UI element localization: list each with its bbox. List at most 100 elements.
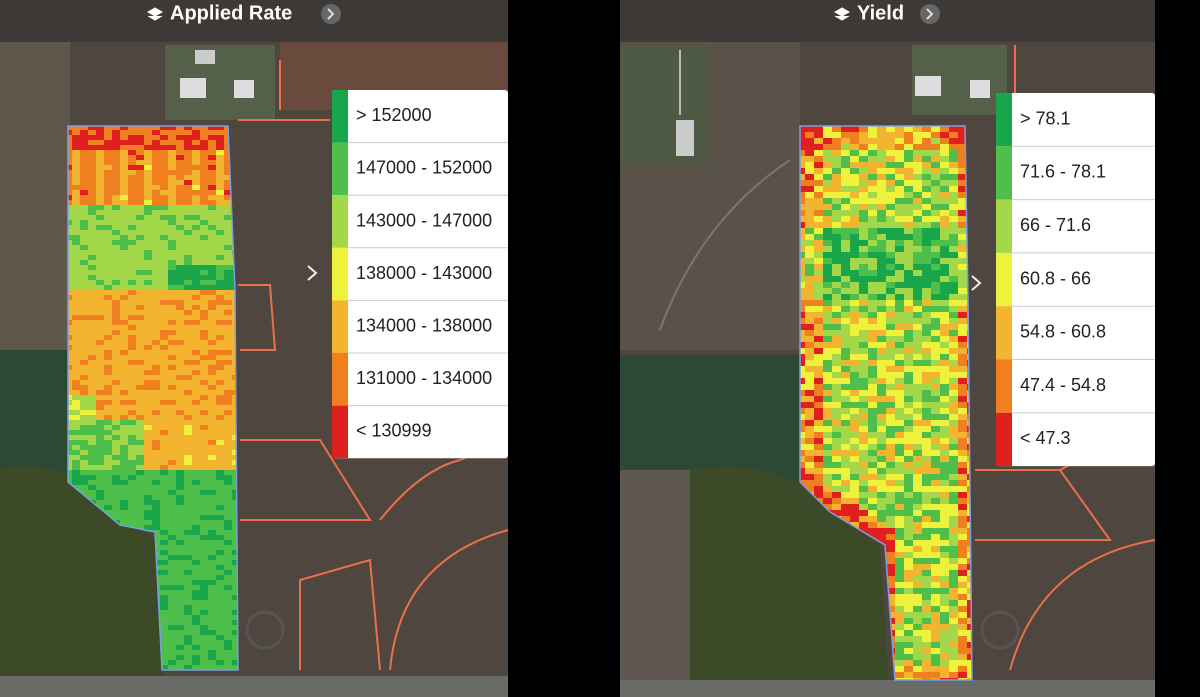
rate-cell bbox=[200, 470, 208, 475]
yield-cell bbox=[877, 162, 886, 168]
yield-cell bbox=[868, 246, 877, 252]
yield-cell bbox=[805, 138, 814, 144]
rate-cell bbox=[224, 525, 232, 530]
rate-cell bbox=[120, 395, 128, 400]
yield-cell bbox=[859, 474, 868, 480]
rate-cell bbox=[168, 455, 176, 460]
rate-cell bbox=[88, 345, 96, 350]
yield-cell bbox=[922, 180, 931, 186]
rate-cell bbox=[208, 575, 216, 580]
yield-cell bbox=[823, 438, 832, 444]
yield-cell bbox=[913, 504, 922, 510]
rate-cell bbox=[104, 150, 112, 155]
rate-cell bbox=[112, 340, 120, 345]
yield-cell bbox=[800, 378, 805, 384]
rate-cell bbox=[176, 250, 184, 255]
rate-cell bbox=[72, 410, 80, 415]
yield-cell bbox=[931, 492, 940, 498]
rate-cell bbox=[232, 510, 238, 515]
yield-cell bbox=[859, 330, 868, 336]
rate-cell bbox=[112, 185, 120, 190]
rate-cell bbox=[160, 535, 168, 540]
yield-cell bbox=[967, 528, 972, 534]
rate-cell bbox=[200, 410, 208, 415]
yield-cell bbox=[814, 426, 823, 432]
yield-cell bbox=[832, 498, 841, 504]
title-chevron[interactable] bbox=[321, 4, 341, 24]
rate-cell bbox=[128, 415, 136, 420]
yield-cell bbox=[931, 504, 940, 510]
yield-cell bbox=[904, 228, 913, 234]
yield-cell bbox=[877, 522, 886, 528]
rate-cell bbox=[176, 495, 184, 500]
rate-cell bbox=[184, 185, 192, 190]
yield-cell bbox=[958, 222, 967, 228]
yield-cell bbox=[805, 438, 814, 444]
yield-cell bbox=[895, 252, 904, 258]
yield-cell bbox=[904, 150, 913, 156]
rate-cell bbox=[144, 200, 152, 205]
rate-cell bbox=[200, 505, 208, 510]
rate-cell bbox=[120, 460, 128, 465]
yield-cell bbox=[832, 390, 841, 396]
title-chevron[interactable] bbox=[920, 4, 940, 24]
yield-cell bbox=[886, 564, 895, 570]
yield-cell bbox=[904, 414, 913, 420]
rate-cell bbox=[216, 325, 224, 330]
yield-cell bbox=[949, 540, 958, 546]
yield-cell bbox=[823, 354, 832, 360]
rate-cell bbox=[160, 126, 168, 130]
rate-cell bbox=[128, 380, 136, 385]
rate-cell bbox=[208, 210, 216, 215]
yield-cell bbox=[823, 180, 832, 186]
rate-cell bbox=[216, 155, 224, 160]
rate-cell bbox=[208, 405, 216, 410]
legend-swatch bbox=[332, 247, 348, 301]
yield-cell bbox=[904, 156, 913, 162]
yield-cell bbox=[841, 354, 850, 360]
yield-cell bbox=[913, 216, 922, 222]
yield-cell bbox=[940, 552, 949, 558]
rate-cell bbox=[72, 145, 80, 150]
rate-cell bbox=[168, 350, 176, 355]
yield-cell bbox=[800, 234, 805, 240]
rate-cell bbox=[184, 480, 192, 485]
yield-cell bbox=[958, 498, 967, 504]
yield-cell bbox=[841, 168, 850, 174]
rate-cell bbox=[72, 190, 80, 195]
rate-cell bbox=[224, 220, 232, 225]
yield-cell bbox=[940, 594, 949, 600]
rate-cell bbox=[192, 560, 200, 565]
rate-cell bbox=[144, 510, 152, 515]
rate-cell bbox=[208, 340, 216, 345]
rate-cell bbox=[136, 265, 144, 270]
yield-cell bbox=[800, 420, 805, 426]
yield-cell bbox=[868, 498, 877, 504]
yield-cell bbox=[877, 204, 886, 210]
rate-cell bbox=[80, 380, 88, 385]
yield-cell bbox=[931, 462, 940, 468]
rate-cell bbox=[72, 160, 80, 165]
rate-cell bbox=[208, 630, 216, 635]
yield-cell bbox=[886, 582, 895, 588]
rate-cell bbox=[184, 475, 192, 480]
yield-cell bbox=[877, 438, 886, 444]
yield-cell bbox=[832, 144, 841, 150]
rate-cell bbox=[168, 630, 176, 635]
rate-cell bbox=[144, 240, 152, 245]
rate-cell bbox=[68, 190, 72, 195]
rate-cell bbox=[168, 180, 176, 185]
rate-cell bbox=[144, 325, 152, 330]
rate-cell bbox=[192, 310, 200, 315]
rate-cell bbox=[184, 415, 192, 420]
rate-cell bbox=[128, 370, 136, 375]
yield-cell bbox=[850, 330, 859, 336]
rate-cell bbox=[160, 155, 168, 160]
yield-cell bbox=[814, 264, 823, 270]
rate-cell bbox=[224, 510, 232, 515]
rate-cell bbox=[192, 525, 200, 530]
rate-cell bbox=[216, 335, 224, 340]
rate-cell bbox=[152, 140, 160, 145]
yield-cell bbox=[823, 198, 832, 204]
rate-cell bbox=[224, 645, 232, 650]
